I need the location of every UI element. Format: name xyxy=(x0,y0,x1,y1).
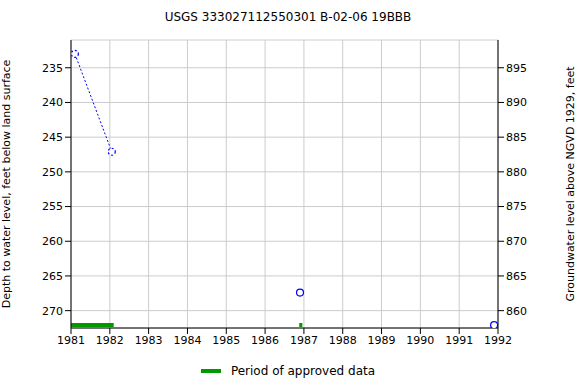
svg-text:270: 270 xyxy=(42,305,63,318)
svg-text:255: 255 xyxy=(42,200,63,213)
svg-text:1992: 1992 xyxy=(484,334,512,347)
svg-text:880: 880 xyxy=(506,166,527,179)
svg-text:860: 860 xyxy=(506,305,527,318)
svg-text:235: 235 xyxy=(42,62,63,75)
svg-text:1989: 1989 xyxy=(368,334,396,347)
svg-text:895: 895 xyxy=(506,62,527,75)
svg-text:865: 865 xyxy=(506,270,527,283)
svg-text:1986: 1986 xyxy=(251,334,279,347)
svg-text:1990: 1990 xyxy=(406,334,434,347)
svg-text:250: 250 xyxy=(42,166,63,179)
svg-text:870: 870 xyxy=(506,235,527,248)
svg-text:265: 265 xyxy=(42,270,63,283)
svg-text:1983: 1983 xyxy=(135,334,163,347)
svg-text:885: 885 xyxy=(506,131,527,144)
svg-text:1984: 1984 xyxy=(173,334,201,347)
svg-text:Groundwater level above NGVD 1: Groundwater level above NGVD 1929, feet xyxy=(564,66,568,302)
svg-text:1981: 1981 xyxy=(57,334,85,347)
html-text:USGS 333027112550301 B-02-06 1: USGS 333027112550301 B-02-06 19BBB xyxy=(164,10,412,24)
svg-text:875: 875 xyxy=(506,200,527,213)
svg-text:260: 260 xyxy=(42,235,63,248)
svg-text:1991: 1991 xyxy=(445,334,473,347)
svg-text:1987: 1987 xyxy=(290,334,318,347)
svg-text:1985: 1985 xyxy=(212,334,240,347)
svg-text:890: 890 xyxy=(506,96,527,109)
svg-text:245: 245 xyxy=(42,131,63,144)
svg-text:240: 240 xyxy=(42,96,63,109)
svg-text:1982: 1982 xyxy=(96,334,124,347)
svg-text:Depth to water level, feet bel: Depth to water level, feet below land su… xyxy=(8,59,13,308)
svg-text:1988: 1988 xyxy=(329,334,357,347)
html-text:Period of approved data: Period of approved data xyxy=(230,364,376,378)
